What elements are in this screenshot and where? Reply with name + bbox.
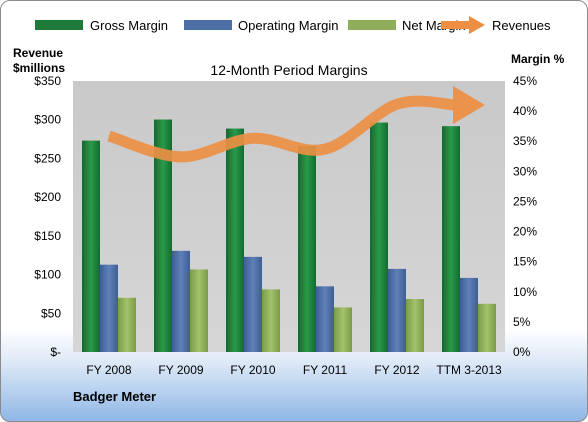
right-tick-label-6: 30%: [513, 164, 537, 178]
legend-label-revenues: Revenues: [492, 18, 551, 33]
bar-operating-2: [244, 256, 262, 352]
plot-area: [73, 81, 505, 352]
revenue-point-3: [324, 148, 326, 150]
company-name: Badger Meter: [73, 389, 156, 404]
left-axis-ticks: $- $50 $100 $150 $200 $250 $300 $350: [34, 74, 61, 359]
bar-net-4: [406, 299, 424, 352]
bar-gross-3: [298, 146, 316, 352]
bar-net-2: [262, 289, 280, 352]
revenue-point-0: [108, 135, 110, 137]
right-tick-label-2: 10%: [513, 285, 537, 299]
right-tick-label-4: 20%: [513, 225, 537, 239]
left-tick-label-6: $300: [34, 113, 61, 127]
legend-arrow-icon: [469, 16, 485, 34]
bar-net-0: [118, 297, 136, 352]
left-tick-label-7: $350: [34, 74, 61, 88]
category-labels: FY 2008 FY 2009 FY 2010 FY 2011 FY 2012 TTM 3…: [86, 363, 502, 377]
right-tick-label-9: 45%: [513, 74, 537, 88]
revenue-line-group: [107, 86, 485, 163]
legend: Gross Margin Operating Margin Net Margin…: [35, 16, 551, 34]
category-label-2: FY 2010: [230, 363, 275, 377]
bar-operating-1: [172, 250, 190, 352]
category-label-1: FY 2009: [158, 363, 203, 377]
right-tick-label-7: 35%: [513, 134, 537, 148]
left-tick-label-2: $100: [34, 268, 61, 282]
bar-operating-5: [460, 277, 478, 352]
bar-operating-4: [388, 268, 406, 352]
left-tick-label-3: $150: [34, 229, 61, 243]
legend-swatch-gross: [35, 20, 83, 30]
legend-swatch-operating: [184, 20, 232, 30]
revenue-arrow-icon: [453, 86, 485, 125]
right-axis-ticks: 0% 5% 10% 15% 20% 25% 30% 35% 40% 45%: [513, 74, 537, 359]
revenue-point-4: [396, 103, 398, 105]
category-label-3: FY 2011: [303, 363, 348, 377]
legend-label-operating: Operating Margin: [238, 18, 338, 33]
bar-net-1: [190, 269, 208, 352]
left-axis-label-line1: Revenue: [13, 46, 63, 60]
bar-net-3: [334, 307, 352, 352]
legend-label-gross: Gross Margin: [90, 18, 168, 33]
right-tick-label-0: 0%: [513, 345, 531, 359]
chart-title: 12-Month Period Margins: [210, 62, 367, 78]
legend-item-revenues: Revenues: [441, 16, 551, 34]
legend-swatch-net: [348, 20, 396, 30]
bar-net-5: [478, 303, 496, 352]
left-axis-label-line2: $millions: [13, 61, 65, 75]
right-tick-label-3: 15%: [513, 255, 537, 269]
bar-gross-5: [442, 126, 460, 353]
legend-item-gross: Gross Margin: [35, 18, 168, 33]
revenue-point-1: [180, 156, 182, 158]
bar-gross-2: [226, 128, 244, 352]
left-tick-label-1: $50: [41, 306, 61, 320]
left-tick-label-4: $200: [34, 190, 61, 204]
right-tick-label-8: 40%: [513, 104, 537, 118]
bar-gross-4: [370, 122, 388, 352]
bars-group: [82, 119, 496, 353]
category-label-4: FY 2012: [374, 363, 419, 377]
revenue-point-5: [454, 104, 456, 106]
category-label-0: FY 2008: [86, 363, 131, 377]
category-label-5: TTM 3-2013: [436, 363, 502, 377]
bar-operating-0: [100, 264, 118, 352]
right-axis-label: Margin %: [511, 52, 565, 66]
right-tick-label-1: 5%: [513, 315, 531, 329]
bar-operating-3: [316, 286, 334, 352]
left-tick-label-0: $-: [50, 345, 61, 359]
revenue-point-2: [252, 137, 254, 139]
left-tick-label-5: $250: [34, 151, 61, 165]
bar-gross-0: [82, 140, 100, 352]
right-tick-label-5: 25%: [513, 194, 537, 208]
legend-item-operating: Operating Margin: [184, 18, 338, 33]
bar-gross-1: [154, 119, 172, 352]
